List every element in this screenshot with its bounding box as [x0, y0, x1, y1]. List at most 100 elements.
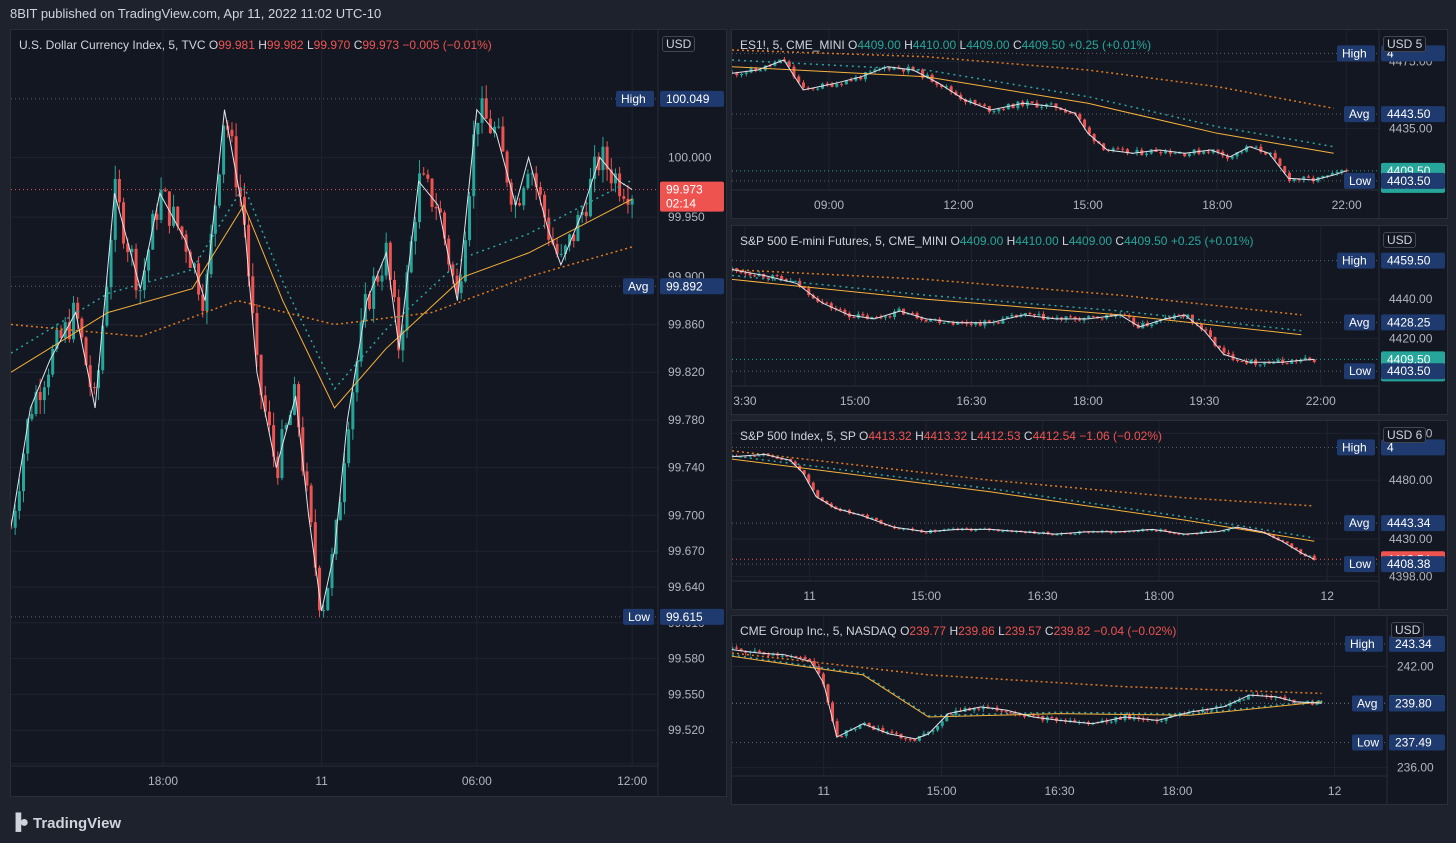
candle-body: [484, 98, 488, 119]
candle-body: [1125, 149, 1129, 154]
legend-spx[interactable]: S&P 500 Index, 5, SP O4413.32 H4413.32 L…: [740, 429, 1162, 443]
candle-body: [1278, 696, 1282, 698]
currency-badge[interactable]: USD: [662, 36, 696, 52]
candle-body: [238, 187, 242, 197]
candle-body: [771, 275, 775, 279]
candle-body: [1160, 720, 1164, 722]
candle-body: [630, 198, 634, 205]
chart-panel-cme[interactable]: 242.00 236.00 11 15:00 16:30 18:00 12 243.34 Hig…: [731, 615, 1448, 805]
x-tick-label: 12: [1328, 784, 1342, 798]
candle-body: [397, 297, 401, 351]
legend-h: H4410.00: [1006, 234, 1059, 248]
price-label-box: [660, 608, 724, 625]
price-label: 4443.50: [1387, 107, 1431, 121]
candle-body: [134, 248, 138, 291]
candle-body: [1312, 359, 1316, 362]
x-tick-label: 15:00: [1073, 198, 1103, 212]
chart-panel-es1[interactable]: 4475.00 4435.00 09:00 12:00 15:00 18:00 22:00 4…: [731, 29, 1448, 219]
candle-body: [1240, 151, 1244, 153]
candle-body: [1308, 357, 1312, 360]
candle-body: [1216, 149, 1220, 152]
level-tag-box: [1337, 252, 1375, 269]
footer-brand[interactable]: TradingView: [33, 814, 122, 832]
currency-badge[interactable]: USD: [1391, 622, 1425, 638]
chart-panel-es-mini[interactable]: 4440.00 4420.00 3:30 15:00 16:30 18:00 19:30 22…: [731, 225, 1448, 415]
candle-body: [1236, 527, 1240, 529]
candle-body: [426, 174, 430, 179]
price-label: 4459.50: [1387, 254, 1431, 268]
candle-body: [1206, 151, 1210, 153]
candle-body: [501, 126, 505, 152]
candle-body: [438, 208, 442, 213]
candle-body: [272, 425, 276, 457]
candle-body: [288, 414, 292, 425]
legend-dxy[interactable]: U.S. Dollar Currency Index, 5, TVC O99.9…: [19, 38, 492, 52]
candle-body: [902, 528, 906, 530]
candle-body: [326, 588, 330, 611]
chart-svg-spx[interactable]: 4520.004480.004430.004398.001115:0016:30…: [732, 421, 1447, 609]
candle-body: [59, 329, 63, 338]
candle-body: [1272, 535, 1276, 538]
candle-body: [447, 238, 451, 265]
candle-body: [1150, 530, 1154, 532]
candle-body: [1245, 146, 1249, 152]
candle-body: [1237, 699, 1241, 703]
candle-body: [744, 651, 748, 653]
candle-body: [773, 62, 777, 66]
candle-body: [1245, 528, 1249, 530]
candle-body: [768, 65, 772, 67]
candle-body: [825, 83, 829, 85]
candle-body: [1041, 531, 1045, 534]
candle-body: [122, 202, 126, 244]
candle-body: [881, 728, 885, 733]
candle-body: [787, 61, 791, 67]
candle-body: [1116, 148, 1120, 150]
candle-body: [925, 74, 929, 78]
candle-body: [430, 178, 434, 207]
candle-body: [1222, 530, 1226, 532]
candle-body: [1036, 715, 1040, 717]
candle-body: [472, 134, 476, 197]
chart-svg-es-mini[interactable]: 4440.00 4420.00 3:30 15:00 16:30 18:00 19:30 22…: [732, 226, 1447, 414]
currency-badge[interactable]: USD 5: [1383, 36, 1427, 52]
legend-cme[interactable]: CME Group Inc., 5, NASDAQ O239.77 H239.8…: [740, 624, 1176, 638]
candle-body: [1054, 103, 1058, 108]
candle-body: [480, 98, 484, 123]
x-tick-label: 12:00: [943, 198, 973, 212]
chart-panel-dxy[interactable]: 100.000 99.950 99.900 99.860 99.820 99.780 99.…: [10, 29, 727, 797]
chart-svg-cme[interactable]: 242.00 236.00 11 15:00 16:30 18:00 12 243.34 Hig…: [732, 616, 1447, 804]
candle-body: [138, 290, 142, 292]
legend-es1[interactable]: ES1!, 5, CME_MINI O4409.00 H4410.00 L440…: [740, 38, 1151, 52]
candle-body: [509, 182, 513, 205]
ma-teal-line: [732, 654, 1322, 717]
candle-body: [155, 213, 159, 220]
candle-body: [1172, 533, 1176, 535]
currency-badge[interactable]: USD 6: [1383, 427, 1427, 443]
y-tick-label: 99.700: [668, 508, 705, 522]
candle-body: [865, 315, 869, 320]
candle-body: [1064, 316, 1068, 320]
price-label-box: [1389, 734, 1445, 751]
legend-es-mini[interactable]: S&P 500 E-mini Futures, 5, CME_MINI O440…: [740, 234, 1254, 248]
candle-body: [26, 419, 30, 454]
chart-panel-spx[interactable]: 4520.004480.004430.004398.001115:0016:30…: [731, 420, 1448, 610]
legend-c: C99.973: [353, 38, 400, 52]
price-label-box: [1381, 106, 1445, 123]
legend-o: O4409.00: [848, 38, 901, 52]
candle-body: [885, 731, 889, 733]
candle-body: [1030, 101, 1034, 103]
price-label: 4408.38: [1387, 557, 1431, 571]
candle-body: [409, 241, 413, 273]
candle-body: [753, 275, 757, 277]
candle-body: [1150, 719, 1154, 721]
currency-badge[interactable]: USD: [1383, 232, 1417, 248]
candle-body: [944, 86, 948, 88]
candle-body: [1001, 531, 1005, 533]
candle-body: [748, 273, 752, 276]
candle-body: [142, 270, 146, 291]
chart-svg-dxy[interactable]: 100.00099.95099.90099.86099.82099.78099.…: [11, 30, 726, 796]
candle-body: [230, 129, 234, 137]
candle-body: [1192, 149, 1196, 154]
candle-body: [744, 272, 748, 274]
